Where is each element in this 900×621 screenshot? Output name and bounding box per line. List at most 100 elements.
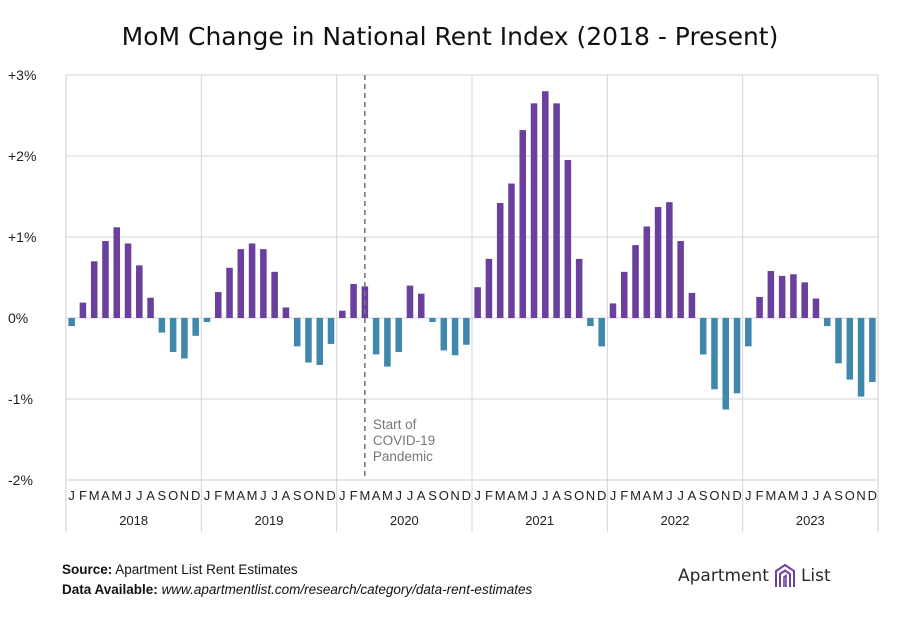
- bar: [733, 318, 741, 394]
- bar: [654, 207, 662, 318]
- bar: [305, 318, 312, 363]
- month-tick-label: J: [610, 488, 617, 503]
- bar: [68, 318, 75, 327]
- month-tick-label: F: [620, 488, 628, 503]
- year-label: 2020: [390, 513, 419, 528]
- month-tick-label: O: [168, 488, 178, 503]
- bar: [384, 318, 391, 367]
- month-tick-label: S: [158, 488, 167, 503]
- month-tick-label: A: [688, 488, 697, 503]
- bar: [429, 318, 436, 323]
- bar: [508, 183, 515, 318]
- data-available-line: Data Available: www.apartmentlist.com/re…: [62, 582, 532, 597]
- month-tick-label: D: [732, 488, 741, 503]
- bar: [113, 227, 121, 318]
- month-tick-label: N: [315, 488, 324, 503]
- bar: [823, 318, 831, 327]
- bar: [90, 261, 98, 318]
- month-tick-label: M: [630, 488, 641, 503]
- data-available-link[interactable]: www.apartmentlist.com/research/category/…: [161, 582, 533, 597]
- bar: [124, 243, 132, 318]
- month-tick-label: M: [359, 488, 370, 503]
- year-dividers: [65, 75, 879, 532]
- month-tick-label: S: [293, 488, 302, 503]
- bar: [339, 310, 346, 318]
- bar: [474, 287, 481, 318]
- month-tick-label: D: [868, 488, 877, 503]
- month-tick-label: J: [136, 488, 143, 503]
- data-available-label: Data Available:: [62, 582, 158, 597]
- month-tick-label: N: [450, 488, 459, 503]
- bar: [181, 318, 188, 359]
- bar: [846, 318, 854, 380]
- month-tick-label: M: [224, 488, 235, 503]
- bar: [756, 296, 763, 318]
- month-tick-label: A: [372, 488, 381, 503]
- month-tick-label: N: [586, 488, 595, 503]
- bar: [835, 318, 842, 364]
- source-line: Source: Apartment List Rent Estimates: [62, 562, 298, 577]
- bar: [214, 292, 222, 318]
- year-label: 2022: [661, 513, 690, 528]
- month-tick-label: J: [339, 488, 346, 503]
- bar: [406, 285, 414, 318]
- month-tick-label: J: [407, 488, 414, 503]
- bar: [271, 271, 278, 318]
- month-tick-label: A: [417, 488, 426, 503]
- month-tick-label: A: [823, 488, 832, 503]
- month-tick-label: A: [552, 488, 561, 503]
- month-tick-label: F: [214, 488, 222, 503]
- source-label: Source:: [62, 562, 113, 577]
- month-tick-label: S: [564, 488, 573, 503]
- bar: [226, 267, 233, 318]
- month-tick-label: J: [68, 488, 75, 503]
- bar: [440, 318, 448, 351]
- bar: [609, 303, 617, 318]
- y-tick-label: +1%: [8, 229, 36, 245]
- bar: [463, 318, 470, 345]
- bar: [530, 103, 538, 318]
- bar: [248, 243, 256, 318]
- month-tick-label: F: [756, 488, 764, 503]
- covid-annotation-text: Start of: [373, 417, 417, 432]
- bar: [869, 318, 876, 382]
- month-tick-label: M: [382, 488, 393, 503]
- month-tick-label: O: [709, 488, 719, 503]
- bar: [327, 318, 335, 344]
- bar: [778, 275, 786, 318]
- bar: [711, 318, 718, 390]
- bar: [677, 241, 684, 318]
- bar: [699, 318, 707, 355]
- source-text: Apartment List Rent Estimates: [115, 562, 298, 577]
- month-tick-label: J: [271, 488, 278, 503]
- covid-annotation-text: COVID-19: [373, 433, 435, 448]
- month-tick-label: J: [204, 488, 211, 503]
- month-tick-label: S: [428, 488, 437, 503]
- month-tick-label: A: [146, 488, 155, 503]
- month-tick-label: M: [788, 488, 799, 503]
- month-tick-label: A: [507, 488, 516, 503]
- bar: [136, 265, 143, 318]
- bar: [519, 130, 527, 318]
- logo-word-list: List: [800, 566, 831, 586]
- month-tick-label: F: [350, 488, 358, 503]
- bar: [496, 202, 504, 318]
- bar: [587, 318, 594, 327]
- bar: [293, 318, 301, 347]
- month-tick-label: D: [597, 488, 606, 503]
- x-axis-year-labels: 2018 2019 2020 2021 2022 2023: [119, 513, 825, 528]
- month-tick-label: M: [653, 488, 664, 503]
- bar: [192, 318, 199, 336]
- month-tick-label: D: [191, 488, 200, 503]
- bar: [147, 297, 154, 318]
- month-tick-label: A: [282, 488, 291, 503]
- month-tick-label: O: [845, 488, 855, 503]
- month-tick-label: F: [79, 488, 87, 503]
- bar: [260, 249, 267, 318]
- month-tick-label: J: [474, 488, 481, 503]
- bar: [801, 282, 808, 318]
- month-tick-label: A: [642, 488, 651, 503]
